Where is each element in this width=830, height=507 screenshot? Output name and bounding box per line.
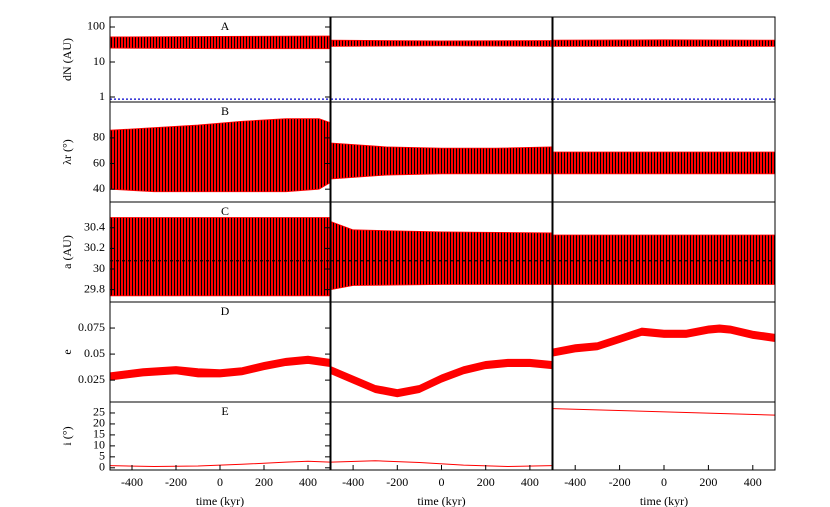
x-tick-label: 200: [477, 475, 495, 489]
band-edge: [331, 358, 552, 390]
panel: [553, 151, 775, 175]
band-edge: [331, 45, 552, 47]
x-tick-label: 200: [255, 475, 273, 489]
band-edge: [331, 173, 552, 180]
band-edge: [110, 182, 330, 193]
y-axis-label: i (°): [60, 426, 74, 445]
band-area: [553, 234, 775, 285]
y-tick-label: 60: [93, 155, 105, 169]
band-area: [553, 152, 775, 174]
panel-frame: [330, 401, 553, 471]
band-edge: [553, 324, 775, 350]
y-tick-label: 10: [93, 438, 105, 452]
panel: [553, 324, 775, 357]
y-tick-label: 10: [93, 54, 105, 68]
x-axis-label: time (kyr): [196, 494, 244, 507]
y-tick-label: 1: [99, 89, 105, 103]
y-tick-label: 29.8: [84, 281, 105, 295]
band-area: [331, 221, 552, 290]
y-tick-label: 30.2: [84, 240, 105, 254]
y-tick-label: 40: [93, 181, 105, 195]
y-tick-label: 5: [99, 449, 105, 463]
panel: [331, 142, 552, 180]
panel-letter: E: [221, 404, 228, 418]
band-area: [110, 118, 330, 192]
panel-letter: B: [221, 104, 229, 118]
y-tick-label: 100: [87, 19, 105, 33]
x-tick-label: -200: [386, 475, 408, 489]
panel: [331, 460, 552, 467]
panel: [331, 358, 552, 398]
band-edge: [331, 221, 552, 234]
x-axis-label: time (kyr): [417, 494, 465, 507]
band-edge: [110, 35, 330, 38]
panel-letter: D: [221, 304, 230, 318]
y-axis-label: dN (AU): [60, 38, 74, 81]
y-tick-label: 0.05: [84, 346, 105, 360]
panel: [110, 355, 330, 381]
band-edge: [331, 366, 552, 398]
band-area: [110, 356, 330, 381]
band-edge: [331, 284, 552, 291]
x-tick-label: -400: [342, 475, 364, 489]
x-tick-label: 400: [521, 475, 539, 489]
y-tick-label: 30.4: [84, 220, 105, 234]
y-tick-label: 20: [93, 416, 105, 430]
band-edge: [331, 39, 552, 42]
y-tick-label: 0.025: [78, 372, 105, 386]
band-edge: [110, 363, 330, 381]
band-area: [553, 324, 775, 357]
panel-letter: A: [221, 19, 230, 33]
panel-frame: [552, 301, 776, 403]
panel: [553, 39, 775, 100]
band-edge: [331, 142, 552, 149]
y-tick-label: 80: [93, 130, 105, 144]
x-tick-label: 0: [439, 475, 445, 489]
panel: [110, 217, 330, 297]
band-area: [110, 36, 330, 49]
line: [331, 460, 552, 467]
panel: [110, 118, 330, 193]
y-tick-label: 0: [99, 460, 105, 474]
x-tick-label: 0: [661, 475, 667, 489]
x-tick-label: 400: [299, 475, 317, 489]
panel-letter: C: [221, 204, 229, 218]
band-area: [331, 143, 552, 179]
panel: [553, 408, 775, 416]
x-tick-label: -400: [121, 475, 143, 489]
y-axis-label: λr (°): [60, 139, 74, 165]
panel: [553, 234, 775, 285]
panel: [110, 35, 330, 100]
panel: [331, 221, 552, 291]
panel-frame: [330, 16, 553, 103]
x-tick-label: -200: [609, 475, 631, 489]
line: [553, 408, 775, 416]
x-tick-label: 200: [699, 475, 717, 489]
x-tick-label: -200: [165, 475, 187, 489]
band-area: [110, 217, 330, 296]
y-axis-label: e: [60, 349, 74, 354]
x-tick-label: 0: [217, 475, 223, 489]
band-edge: [553, 331, 775, 357]
band-area: [553, 39, 775, 47]
band-edge: [110, 118, 330, 131]
y-tick-label: 30: [93, 261, 105, 275]
y-axis-label: a (AU): [60, 235, 74, 269]
band-area: [331, 359, 552, 397]
panel-frame: [109, 401, 331, 471]
band-edge: [110, 47, 330, 50]
x-tick-label: -400: [564, 475, 586, 489]
panel: [331, 39, 552, 100]
band-area: [331, 40, 552, 47]
y-tick-label: 25: [93, 405, 105, 419]
y-tick-label: 0.075: [78, 320, 105, 334]
panel: [110, 460, 330, 467]
panel-frame: [552, 16, 776, 103]
line: [110, 460, 330, 467]
band-edge: [110, 355, 330, 374]
y-tick-label: 15: [93, 427, 105, 441]
x-axis-label: time (kyr): [640, 494, 688, 507]
x-tick-label: 400: [744, 475, 762, 489]
